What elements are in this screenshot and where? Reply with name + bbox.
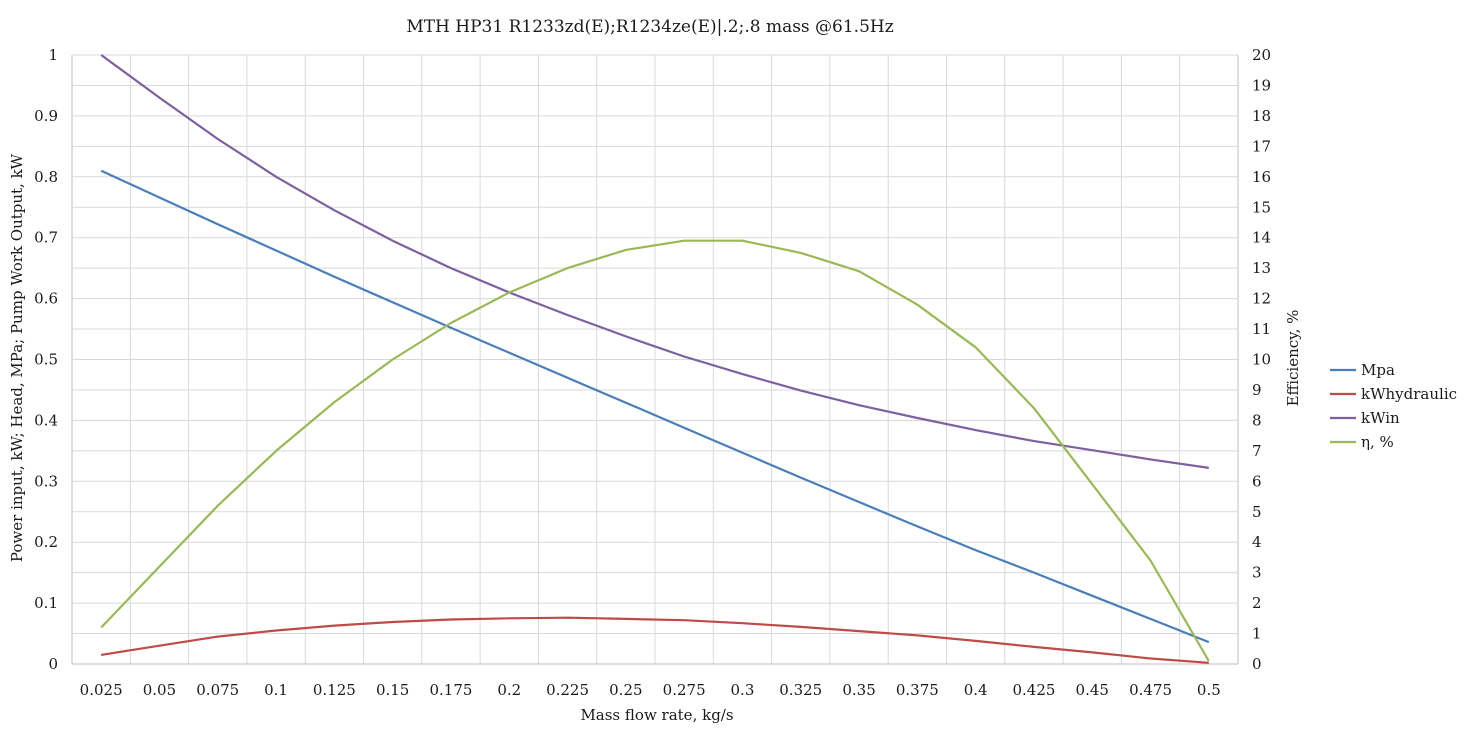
y-tick-label: 0.8	[34, 168, 58, 186]
y2-tick-label: 17	[1252, 137, 1271, 155]
x-tick-label: 0.075	[196, 681, 239, 699]
y2-tick-label: 19	[1252, 76, 1271, 94]
y-tick-label: 0.7	[34, 229, 58, 247]
y-axis-title: Power input, kW; Head, MPa; Pump Work Ou…	[8, 153, 26, 562]
y-tick-label: 0.2	[34, 533, 58, 551]
x-tick-label: 0.05	[143, 681, 176, 699]
y2-tick-label: 0	[1252, 655, 1262, 673]
y2-tick-label: 1	[1252, 625, 1262, 643]
x-tick-label: 0.15	[376, 681, 409, 699]
legend-label: Mpa	[1361, 361, 1395, 379]
y2-tick-label: 7	[1252, 442, 1262, 460]
x-tick-label: 0.4	[964, 681, 988, 699]
legend-label: η, %	[1361, 433, 1394, 451]
y2-tick-label: 15	[1252, 198, 1271, 216]
y-tick-label: 1	[48, 46, 58, 64]
series-line-1	[101, 616, 1209, 664]
x-tick-label: 0.2	[497, 681, 521, 699]
x-tick-label: 0.1	[264, 681, 288, 699]
y-tick-label: 0.9	[34, 107, 58, 125]
x-tick-label: 0.3	[731, 681, 755, 699]
tick-labels: 0.025 0.05 0.075 0.1 0.125 0.15 0.175 0.2 0.225 0…	[34, 46, 1271, 699]
x-tick-label: 0.225	[546, 681, 589, 699]
x-tick-label: 0.375	[896, 681, 939, 699]
y2-tick-label: 18	[1252, 107, 1271, 125]
y-tick-label: 0	[48, 655, 58, 673]
y2-tick-label: 10	[1252, 351, 1271, 369]
x-tick-label: 0.475	[1129, 681, 1172, 699]
y2-tick-label: 9	[1252, 381, 1262, 399]
y2-tick-label: 16	[1252, 168, 1271, 186]
x-tick-label: 0.175	[429, 681, 472, 699]
series-line-0	[100, 169, 1210, 644]
y2-axis-title: Efficiency, %	[1284, 310, 1302, 407]
y2-tick-label: 11	[1252, 320, 1271, 338]
x-axis-title: Mass flow rate, kg/s	[580, 706, 733, 724]
y2-tick-label: 5	[1252, 503, 1262, 521]
y2-tick-label: 6	[1252, 472, 1262, 490]
x-tick-label: 0.45	[1076, 681, 1109, 699]
y2-tick-label: 13	[1252, 259, 1271, 277]
x-tick-label: 0.025	[80, 681, 123, 699]
y2-tick-label: 2	[1252, 594, 1262, 612]
y2-tick-label: 3	[1252, 564, 1262, 582]
x-tick-label: 0.125	[313, 681, 356, 699]
series-line-2	[100, 54, 1209, 469]
y2-tick-label: 14	[1252, 229, 1271, 247]
y-tick-label: 0.6	[34, 290, 58, 308]
x-tick-label: 0.5	[1197, 681, 1221, 699]
legend-label: kWhydraulic	[1361, 385, 1457, 403]
x-tick-label: 0.325	[779, 681, 822, 699]
x-tick-label: 0.425	[1012, 681, 1055, 699]
x-tick-label: 0.35	[842, 681, 875, 699]
y2-tick-label: 4	[1252, 533, 1262, 551]
y-tick-label: 0.1	[34, 594, 58, 612]
legend: Mpa kWhydraulic kWin η, %	[1330, 361, 1457, 451]
y2-tick-label: 20	[1252, 46, 1271, 64]
series-lines	[100, 54, 1210, 664]
gridlines	[71, 54, 1239, 665]
series-line-3	[100, 239, 1210, 662]
legend-label: kWin	[1361, 409, 1400, 427]
y2-tick-label: 12	[1252, 290, 1271, 308]
y-tick-label: 0.5	[34, 351, 58, 369]
y2-tick-label: 8	[1252, 411, 1262, 429]
y-tick-label: 0.3	[34, 472, 58, 490]
chart-title: MTH HP31 R1233zd(E);R1234ze(E)|.2;.8 mas…	[406, 17, 893, 37]
x-tick-label: 0.25	[609, 681, 642, 699]
y-tick-label: 0.4	[34, 411, 58, 429]
x-tick-label: 0.275	[663, 681, 706, 699]
